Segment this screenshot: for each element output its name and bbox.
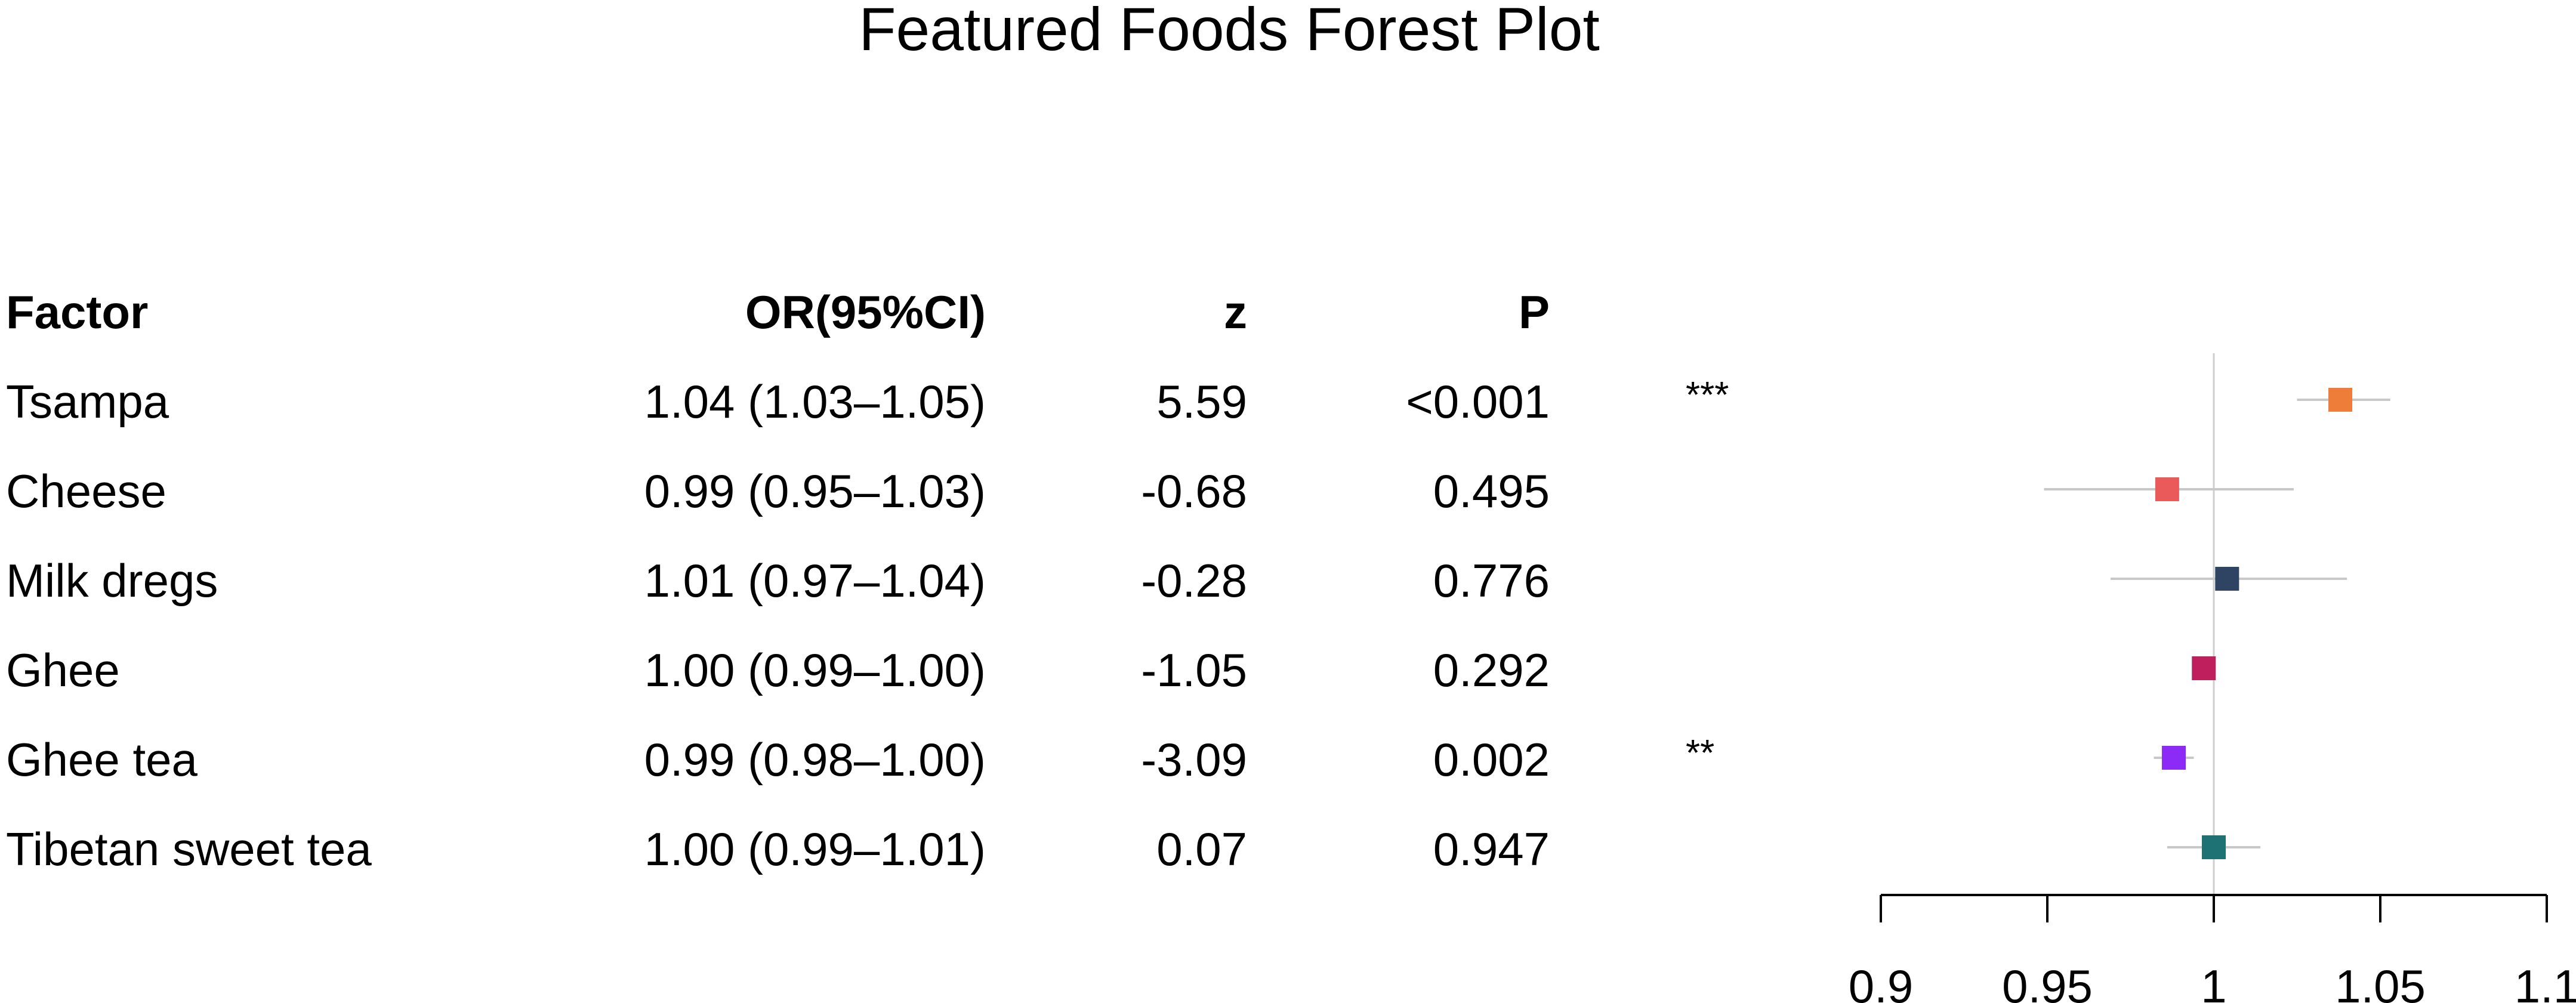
row-significance-marker: ** [1686, 733, 1715, 774]
chart-title: Featured Foods Forest Plot [859, 0, 1600, 63]
header-factor: Factor [6, 286, 149, 338]
row-z-value: -0.28 [1141, 554, 1247, 607]
row-or-ci: 1.00 (0.99–1.00) [644, 644, 986, 696]
x-axis-tick-label: 1 [2201, 960, 2226, 1003]
row-or-ci: 0.99 (0.98–1.00) [644, 733, 986, 786]
row-factor-label: Milk dregs [6, 554, 218, 607]
x-axis-tick-label: 1.05 [2335, 960, 2426, 1003]
point-estimate-marker [2215, 567, 2239, 591]
row-or-ci: 1.01 (0.97–1.04) [644, 554, 986, 607]
row-factor-label: Ghee tea [6, 733, 198, 786]
row-z-value: -3.09 [1141, 733, 1247, 786]
x-axis-tick-label: 1.1 [2515, 960, 2576, 1003]
row-significance-marker: *** [1686, 375, 1729, 416]
row-p-value: <0.001 [1406, 375, 1550, 428]
row-p-value: 0.002 [1433, 733, 1550, 786]
point-estimate-marker [2192, 656, 2216, 680]
row-p-value: 0.292 [1433, 644, 1550, 696]
row-or-ci: 0.99 (0.95–1.03) [644, 465, 986, 517]
header-p: P [1518, 286, 1550, 338]
x-axis-tick-label: 0.9 [1849, 960, 1913, 1003]
row-z-value: 0.07 [1156, 823, 1247, 875]
header-or-ci: OR(95%CI) [745, 286, 986, 338]
point-estimate-marker [2162, 746, 2186, 770]
point-estimate-marker [2155, 477, 2179, 501]
row-z-value: 5.59 [1156, 375, 1247, 428]
row-p-value: 0.495 [1433, 465, 1550, 517]
row-p-value: 0.776 [1433, 554, 1550, 607]
row-z-value: -1.05 [1141, 644, 1247, 696]
row-factor-label: Tibetan sweet tea [6, 823, 372, 875]
x-axis-tick-label: 0.95 [2002, 960, 2093, 1003]
row-factor-label: Cheese [6, 465, 166, 517]
row-factor-label: Tsampa [6, 375, 169, 428]
row-z-value: -0.68 [1141, 465, 1247, 517]
point-estimate-marker [2202, 835, 2226, 859]
row-factor-label: Ghee [6, 644, 120, 696]
point-estimate-marker [2328, 388, 2353, 412]
header-z: z [1224, 286, 1247, 338]
row-or-ci: 1.04 (1.03–1.05) [644, 375, 986, 428]
row-p-value: 0.947 [1433, 823, 1550, 875]
row-or-ci: 1.00 (0.99–1.01) [644, 823, 986, 875]
